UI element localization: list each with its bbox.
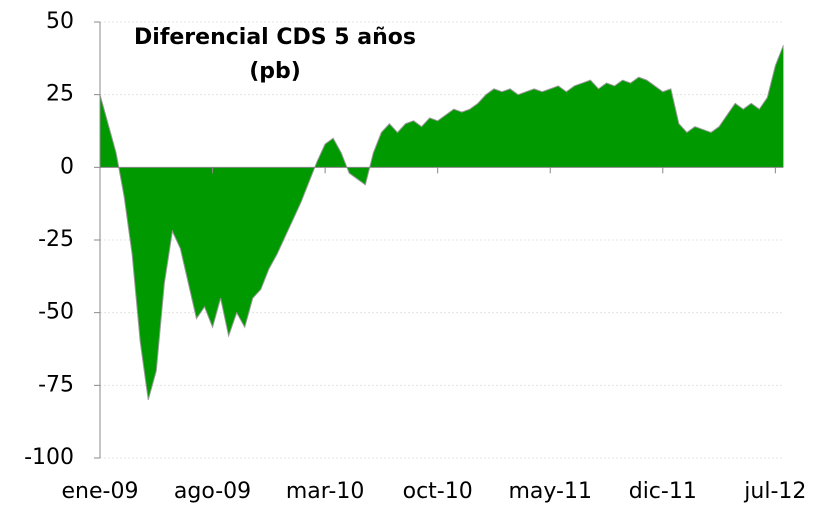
x-tick-label: ago-09 xyxy=(174,479,251,504)
x-tick-label: jul-12 xyxy=(743,479,806,504)
y-tick-label: -25 xyxy=(38,227,74,252)
area xyxy=(100,45,784,400)
x-tick-label: may-11 xyxy=(508,479,591,504)
x-tick-label: mar-10 xyxy=(286,479,364,504)
x-tick-label: ene-09 xyxy=(62,479,139,504)
chart-title: Diferencial CDS 5 años xyxy=(134,25,416,50)
x-tick-label: oct-10 xyxy=(403,479,473,504)
y-tick-label: -75 xyxy=(38,372,74,397)
y-tick-label: 0 xyxy=(60,154,74,179)
y-tick-label: -50 xyxy=(38,300,74,325)
y-tick-label: 25 xyxy=(46,82,74,107)
chart-title: (pb) xyxy=(249,59,301,84)
y-tick-label: -100 xyxy=(24,445,74,470)
y-tick-label: 50 xyxy=(46,9,74,34)
x-tick-label: dic-11 xyxy=(629,479,697,504)
line xyxy=(99,45,784,401)
